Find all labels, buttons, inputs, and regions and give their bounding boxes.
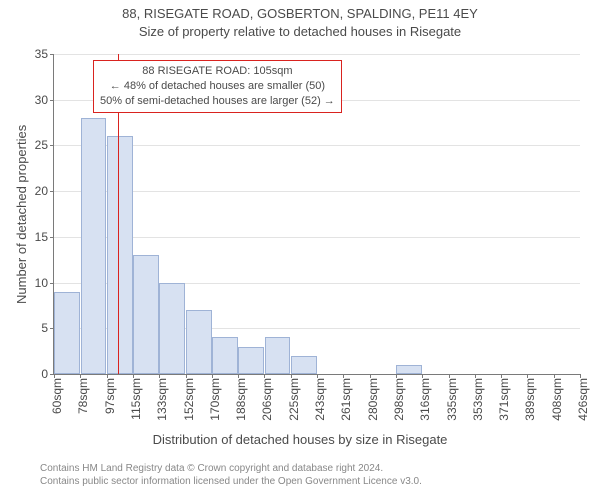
bar: [186, 310, 212, 374]
page-title: 88, RISEGATE ROAD, GOSBERTON, SPALDING, …: [0, 6, 600, 21]
bar: [396, 365, 422, 374]
x-tick-label: 261sqm: [333, 374, 353, 421]
gridline: [54, 237, 580, 238]
x-tick-label: 170sqm: [202, 374, 222, 421]
y-tick-label: 15: [35, 230, 54, 244]
bar: [265, 337, 291, 374]
x-tick-label: 206sqm: [254, 374, 274, 421]
bar: [107, 136, 133, 374]
callout-line: 50% of semi-detached houses are larger (…: [100, 94, 335, 109]
x-tick-label: 152sqm: [176, 374, 196, 421]
bar: [54, 292, 80, 374]
gridline: [54, 191, 580, 192]
x-tick-label: 60sqm: [44, 374, 64, 414]
x-tick-label: 188sqm: [228, 374, 248, 421]
y-tick-label: 25: [35, 138, 54, 152]
x-axis-label: Distribution of detached houses by size …: [0, 432, 600, 447]
x-tick-label: 371sqm: [491, 374, 511, 421]
x-tick-label: 389sqm: [517, 374, 537, 421]
callout-line: ← 48% of detached houses are smaller (50…: [100, 79, 335, 94]
bar: [81, 118, 107, 374]
y-axis-label: Number of detached properties: [14, 125, 29, 304]
x-tick-label: 316sqm: [412, 374, 432, 421]
bar: [133, 255, 159, 374]
footer: Contains HM Land Registry data © Crown c…: [40, 462, 422, 488]
x-tick-label: 225sqm: [281, 374, 301, 421]
gridline: [54, 54, 580, 55]
gridline: [54, 145, 580, 146]
x-tick-label: 280sqm: [360, 374, 380, 421]
bar: [212, 337, 238, 374]
y-tick-label: 10: [35, 276, 54, 290]
page-subtitle: Size of property relative to detached ho…: [0, 24, 600, 39]
bar: [159, 283, 185, 374]
x-tick-label: 335sqm: [439, 374, 459, 421]
y-tick-label: 30: [35, 93, 54, 107]
x-tick-label: 426sqm: [570, 374, 590, 421]
y-tick-label: 5: [41, 321, 54, 335]
y-tick-label: 20: [35, 184, 54, 198]
footer-line: Contains public sector information licen…: [40, 475, 422, 488]
x-tick-label: 298sqm: [386, 374, 406, 421]
x-tick-label: 408sqm: [544, 374, 564, 421]
bar: [238, 347, 264, 374]
x-tick-label: 133sqm: [149, 374, 169, 421]
callout-line: 88 RISEGATE ROAD: 105sqm: [100, 64, 335, 79]
callout-box: 88 RISEGATE ROAD: 105sqm ← 48% of detach…: [93, 60, 342, 113]
x-tick-label: 353sqm: [465, 374, 485, 421]
y-tick-label: 35: [35, 47, 54, 61]
x-tick-label: 97sqm: [97, 374, 117, 414]
bar: [291, 356, 317, 374]
x-tick-label: 78sqm: [70, 374, 90, 414]
x-tick-label: 115sqm: [123, 374, 143, 420]
footer-line: Contains HM Land Registry data © Crown c…: [40, 462, 422, 475]
x-tick-label: 243sqm: [307, 374, 327, 421]
